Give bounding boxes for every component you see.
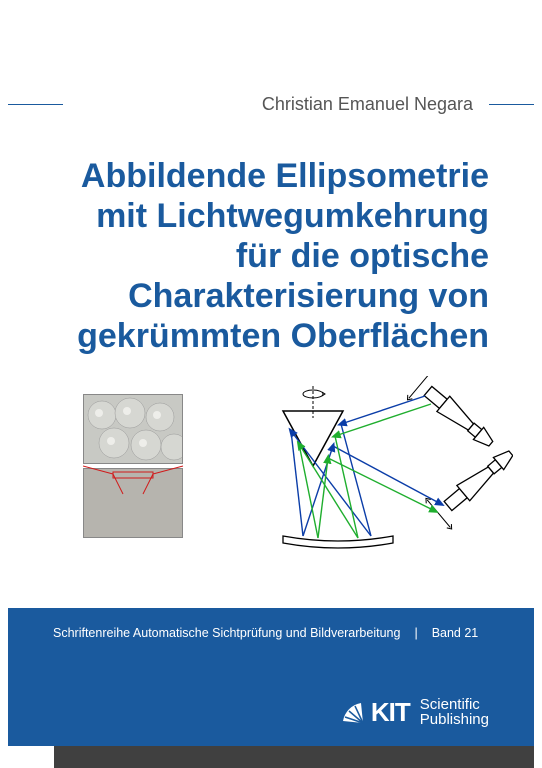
cover-diagram xyxy=(83,386,503,576)
title-line: mit Lichtwegumkehrung xyxy=(96,197,489,235)
title-line: gekrümmten Oberflächen xyxy=(77,317,489,355)
lens-tube-left xyxy=(424,438,513,531)
rule-right xyxy=(489,104,534,105)
footer-band: Schriftenreihe Automatische Sichtprüfung… xyxy=(8,608,534,746)
publisher-line2: Publishing xyxy=(420,711,489,728)
kit-logo-text: KIT xyxy=(371,697,410,728)
spine-shadow xyxy=(54,746,534,768)
author-name: Christian Emanuel Negara xyxy=(63,94,489,115)
optical-schematic xyxy=(173,376,513,576)
kit-logo: KIT xyxy=(337,697,410,728)
photo-surface xyxy=(83,468,183,538)
rule-left xyxy=(8,104,63,105)
photo-spheres xyxy=(83,394,183,464)
series-volume: Band 21 xyxy=(432,626,479,640)
publisher-name: Scientific Publishing xyxy=(420,697,489,729)
book-title: Abbildende Ellipsometrie mit Lichtwegumk… xyxy=(53,156,489,357)
photo-stack xyxy=(83,394,185,542)
title-line: für die optische xyxy=(236,237,489,275)
title-line: Abbildende Ellipsometrie xyxy=(81,157,489,195)
publisher: KIT Scientific Publishing xyxy=(337,697,489,729)
title-line: Charakterisierung von xyxy=(128,277,489,315)
kit-fan-icon xyxy=(337,697,367,727)
mirror xyxy=(283,536,393,548)
lens-tube-right xyxy=(405,376,503,459)
series-row: Schriftenreihe Automatische Sichtprüfung… xyxy=(8,608,534,640)
author-row: Christian Emanuel Negara xyxy=(8,94,534,115)
series-separator: | xyxy=(414,626,417,640)
series-name: Schriftenreihe Automatische Sichtprüfung… xyxy=(53,626,400,640)
publisher-line1: Scientific xyxy=(420,696,480,713)
